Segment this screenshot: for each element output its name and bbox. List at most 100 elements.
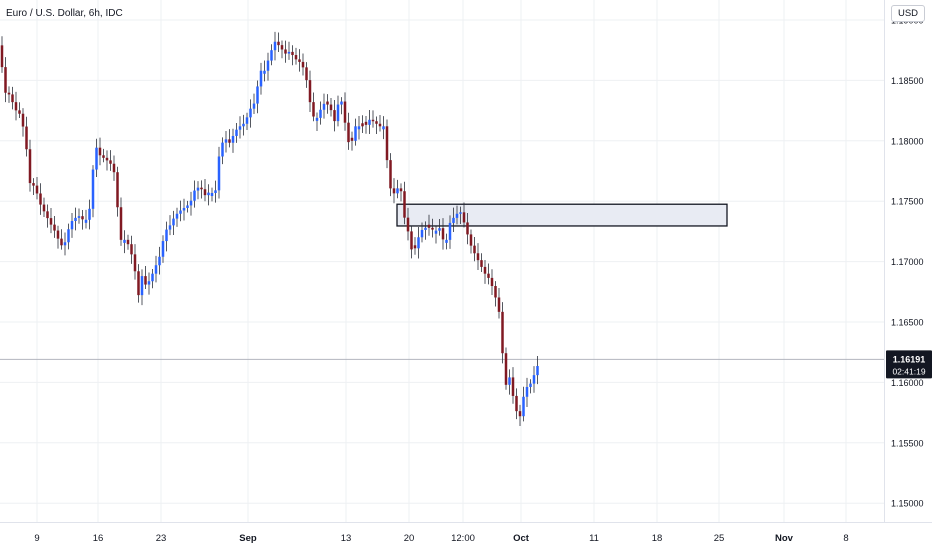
- candle-body: [490, 277, 494, 287]
- candle-body: [284, 49, 287, 54]
- candle-body: [441, 228, 445, 240]
- candle-body: [42, 204, 46, 212]
- supply-zone-rectangle[interactable]: [396, 203, 728, 227]
- candle-body: [14, 102, 18, 111]
- candle-body: [151, 273, 154, 282]
- time-axis[interactable]: 9 16 23 Sep 13 20 12:00 Oct 11 18 25 Nov 8: [0, 522, 932, 550]
- candle-body: [217, 156, 221, 191]
- time-tick-label: 13: [341, 533, 352, 544]
- candle-body: [102, 155, 105, 158]
- price-tick-label: 1.17000: [891, 257, 924, 267]
- candle-body: [469, 234, 473, 246]
- candle-body: [221, 142, 224, 157]
- candle-body: [476, 253, 480, 261]
- candle-body: [203, 189, 207, 196]
- candle-body: [172, 218, 175, 226]
- candle-body: [256, 86, 259, 104]
- candle-body: [196, 187, 200, 191]
- candle-body: [515, 395, 518, 412]
- candle-body: [406, 217, 410, 232]
- candle-body: [63, 242, 67, 246]
- candle-body: [193, 190, 196, 201]
- candle-body: [231, 135, 235, 143]
- candle-body: [277, 41, 280, 46]
- candle-body: [340, 101, 343, 105]
- candle-body: [60, 238, 63, 246]
- candle-body: [392, 188, 396, 194]
- candle-body: [462, 212, 466, 223]
- candle-body: [77, 216, 81, 218]
- candle-body: [49, 218, 53, 225]
- candle-body: [518, 411, 522, 417]
- candle-body: [291, 51, 294, 56]
- candle-body: [322, 103, 326, 110]
- candle-body: [200, 187, 203, 190]
- candle-body: [53, 224, 56, 231]
- candle-body: [189, 200, 193, 206]
- time-tick-label: 12:00: [451, 533, 475, 544]
- candle-body: [298, 59, 301, 62]
- candle-body: [487, 273, 490, 278]
- candle-body: [420, 229, 424, 238]
- candle-body: [501, 311, 504, 354]
- candle-body: [319, 109, 322, 118]
- currency-button[interactable]: USD: [891, 5, 925, 22]
- candle-body: [123, 239, 126, 243]
- candle-body: [343, 101, 347, 123]
- time-tick-label: 16: [93, 533, 104, 544]
- time-tick-label: Oct: [513, 533, 530, 544]
- candle-body: [378, 123, 382, 127]
- candle-body: [452, 217, 455, 223]
- price-tick-label: 1.16000: [891, 378, 924, 388]
- candle-body: [480, 260, 483, 267]
- candle-body: [448, 222, 452, 240]
- candle-body: [532, 375, 536, 384]
- candle-body: [249, 108, 252, 118]
- last-price-tag: 1.16191 02:41:19: [886, 350, 932, 379]
- time-tick-label: 20: [404, 533, 415, 544]
- price-axis[interactable]: 1.190001.185001.180001.175001.170001.165…: [884, 0, 932, 550]
- candle-body: [35, 185, 39, 194]
- candle-body: [350, 137, 354, 141]
- candle-body: [364, 121, 368, 125]
- candle-body: [105, 157, 109, 161]
- candle-body: [11, 94, 14, 103]
- candle-body: [175, 213, 179, 219]
- candle-body: [270, 50, 273, 61]
- candle-body: [333, 110, 336, 122]
- candle-body: [459, 212, 462, 214]
- candle-body: [354, 126, 357, 141]
- candle-body: [126, 239, 130, 245]
- candle-body: [165, 229, 168, 242]
- candle-body: [259, 70, 263, 87]
- candle-body: [455, 213, 459, 218]
- time-tick-label: Nov: [775, 533, 794, 544]
- candle-body: [329, 104, 333, 111]
- price-tick-label: 1.15000: [891, 499, 924, 509]
- candle-body: [74, 217, 77, 222]
- candle-body: [207, 192, 210, 196]
- candle-body: [186, 205, 189, 208]
- bar-countdown: 02:41:19: [892, 366, 925, 376]
- chart-grid: [0, 0, 884, 522]
- candle-body: [294, 55, 298, 60]
- price-tick-label: 1.18500: [891, 76, 924, 86]
- candle-body: [399, 188, 403, 192]
- candle-body: [21, 113, 25, 127]
- symbol-title[interactable]: Euro / U.S. Dollar, 6h, IDC: [6, 8, 123, 19]
- time-tick-label: 8: [843, 533, 848, 544]
- candle-body: [28, 149, 32, 184]
- candle-body: [494, 286, 497, 298]
- time-tick-label: Sep: [239, 533, 257, 544]
- candle-body: [130, 244, 133, 255]
- candle-body: [466, 222, 469, 235]
- candle-body: [382, 126, 385, 130]
- time-axis-background: [0, 522, 932, 550]
- candle-body: [347, 122, 350, 143]
- candle-body: [91, 169, 95, 209]
- candle-body: [483, 266, 487, 274]
- candle-body: [305, 67, 308, 81]
- candle-body: [140, 276, 144, 296]
